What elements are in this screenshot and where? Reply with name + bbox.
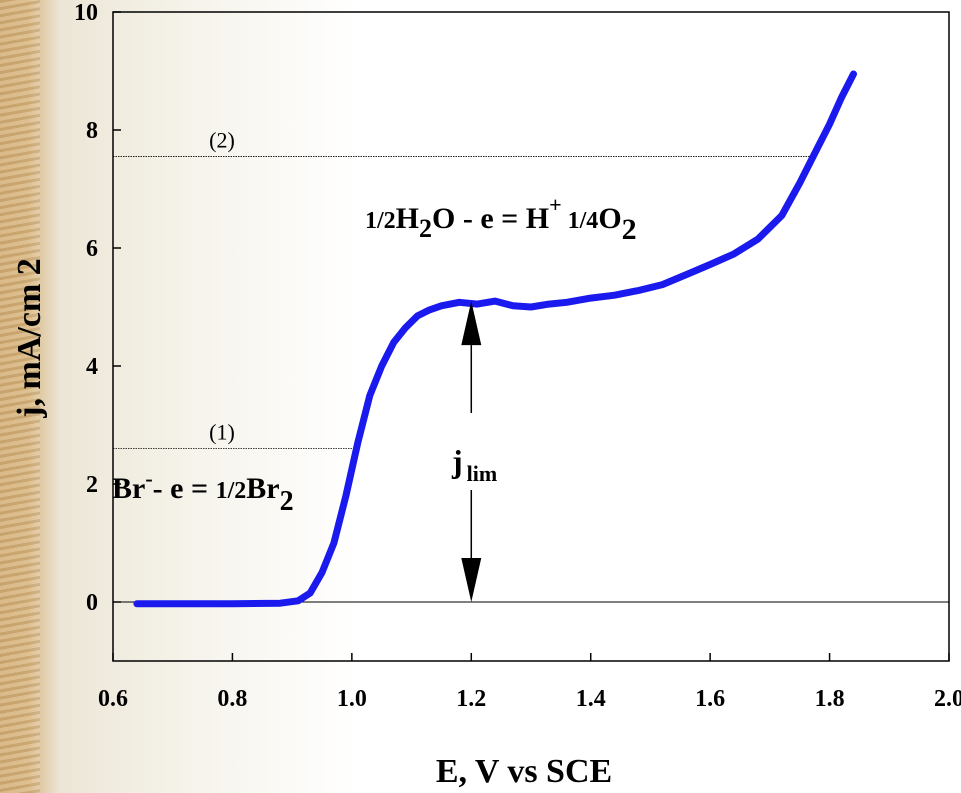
- y-tick-label: 0: [86, 590, 98, 616]
- y-axis-ticks: 0 2 4 6 8 10: [74, 0, 121, 616]
- x-tick-label: 0.8: [217, 686, 247, 712]
- reference-line-label: (1): [209, 420, 235, 445]
- y-axis-title: j, mA/cm 2: [11, 258, 48, 419]
- x-axis-ticks: 0.6 0.8 1.0 1.2 1.4 1.6 1.8 2.0: [98, 653, 961, 712]
- reaction-water: 1/2H2O - e = H+ 1/4O2: [365, 192, 637, 246]
- reference-line-label: (2): [209, 128, 235, 153]
- reaction-bromide: Br-- e = 1/2Br2: [112, 466, 294, 517]
- y-tick-label: 6: [86, 236, 98, 262]
- limit-label: j lim: [451, 443, 497, 486]
- plot-frame: [112, 11, 950, 662]
- y-tick-label: 10: [74, 0, 98, 26]
- x-tick-label: 2.0: [934, 686, 961, 712]
- x-tick-label: 1.8: [815, 686, 845, 712]
- y-tick-label: 4: [86, 354, 98, 380]
- y-tick-label: 8: [86, 118, 98, 144]
- x-tick-label: 1.6: [695, 686, 725, 712]
- limit-arrow-head-up: [461, 301, 482, 346]
- y-tick-label: 2: [86, 472, 98, 498]
- x-axis-title: E, V vs SCE: [436, 753, 612, 790]
- x-tick-label: 1.4: [576, 686, 606, 712]
- x-tick-label: 1.0: [337, 686, 367, 712]
- limit-arrow: [461, 301, 482, 602]
- limit-arrow-head-down: [461, 558, 482, 602]
- x-tick-label: 1.2: [456, 686, 486, 712]
- reference-lines: (1) (2): [113, 128, 814, 450]
- series-line: [133, 70, 857, 608]
- x-tick-label: 0.6: [98, 686, 128, 712]
- background-texture: [0, 0, 40, 793]
